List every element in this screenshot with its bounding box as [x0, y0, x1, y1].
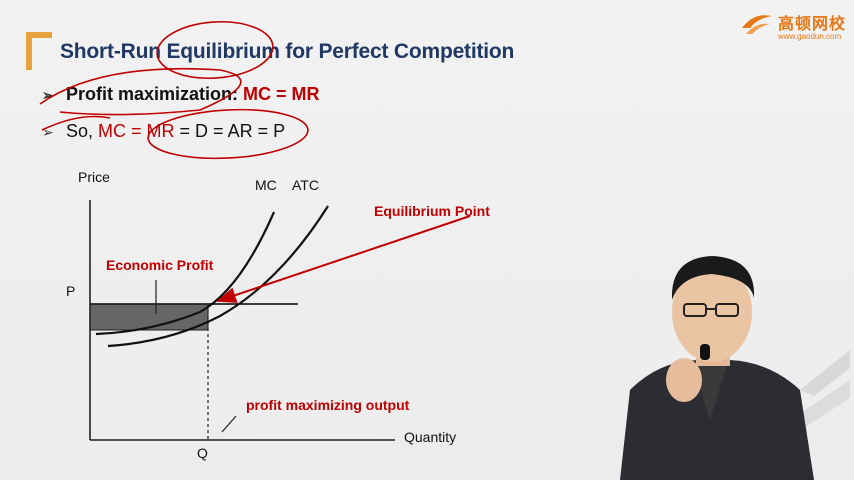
presenter-face: [672, 262, 752, 362]
economic-profit-area: [89, 303, 209, 331]
bullet-highlight: MC = MR: [243, 84, 320, 104]
equilibrium-arrow: [216, 215, 471, 303]
bullet-suffix: = D = AR = P: [174, 121, 286, 141]
x-axis-label: Quantity: [404, 429, 456, 445]
price-tick-label: P: [66, 283, 75, 299]
slide-title: Short-Run Equilibrium for Perfect Compet…: [60, 40, 515, 63]
background-arrow-icon: [800, 350, 850, 396]
presenter-hand: [666, 358, 702, 402]
quantity-tick-label: Q: [197, 445, 208, 461]
mc-curve: [95, 211, 276, 336]
presenter-hair: [671, 256, 755, 300]
bullet-prefix: So,: [66, 121, 99, 141]
output-label: profit maximizing output: [246, 397, 410, 413]
bullet-text: Profit maximization:: [66, 84, 244, 104]
annotation-circle-mc-equals-p: [147, 108, 309, 160]
bullet-highlight: MC = MR: [98, 121, 175, 141]
annotation-stroke: [41, 115, 111, 131]
bullet-equilibrium-condition: ➢ So, MC = MR = D = AR = P: [42, 121, 285, 142]
bullet-arrow-icon: ➢: [42, 87, 54, 103]
gaodun-logo: 高顿网校 www.gaodun.com: [738, 6, 850, 46]
title-bracket-decoration: [26, 32, 52, 70]
economic-profit-label: Economic Profit: [106, 257, 214, 273]
background-arrow-icon: [790, 380, 850, 428]
atc-curve: [107, 205, 329, 348]
logo-swoosh-icon: [742, 15, 772, 34]
output-pointer: [221, 415, 237, 433]
logo-name: 高顿网校: [778, 16, 847, 33]
presenter-video: [620, 256, 850, 480]
microphone-icon: [700, 344, 710, 360]
mc-curve-label: MC: [255, 177, 277, 193]
annotation-circle-equilibrium: [156, 20, 274, 80]
bullet-arrow-icon: ➢: [42, 124, 54, 140]
logo-url: www.gaodun.com: [778, 32, 842, 41]
y-axis-label: Price: [78, 169, 110, 185]
annotation-circle-profit-max: [39, 67, 242, 116]
bullet-profit-maximization: ➢ Profit maximization: MC = MR: [42, 84, 320, 105]
equilibrium-point-label: Equilibrium Point: [374, 203, 490, 219]
atc-curve-label: ATC: [292, 177, 319, 193]
